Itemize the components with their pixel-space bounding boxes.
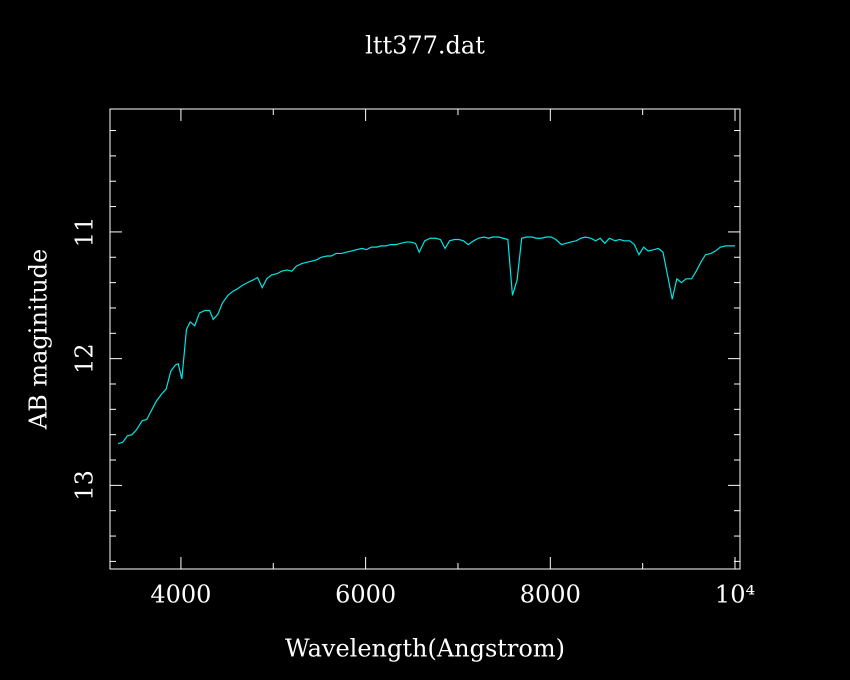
y-tick-label: 13 (71, 470, 99, 501)
y-tick-label: 11 (71, 217, 99, 248)
y-axis-label: AB maginitude (25, 249, 53, 431)
x-tick-label: 4000 (150, 581, 211, 609)
x-tick-label: 10⁴ (715, 581, 755, 609)
plot-frame (109, 108, 741, 570)
chart-title: ltt377.dat (365, 32, 485, 60)
x-tick-label: 8000 (520, 581, 581, 609)
spectrum-line (117, 236, 736, 445)
x-tick-label: 6000 (335, 581, 396, 609)
y-tick-label: 12 (71, 343, 99, 374)
x-axis-label: Wavelength(Angstrom) (285, 635, 565, 663)
